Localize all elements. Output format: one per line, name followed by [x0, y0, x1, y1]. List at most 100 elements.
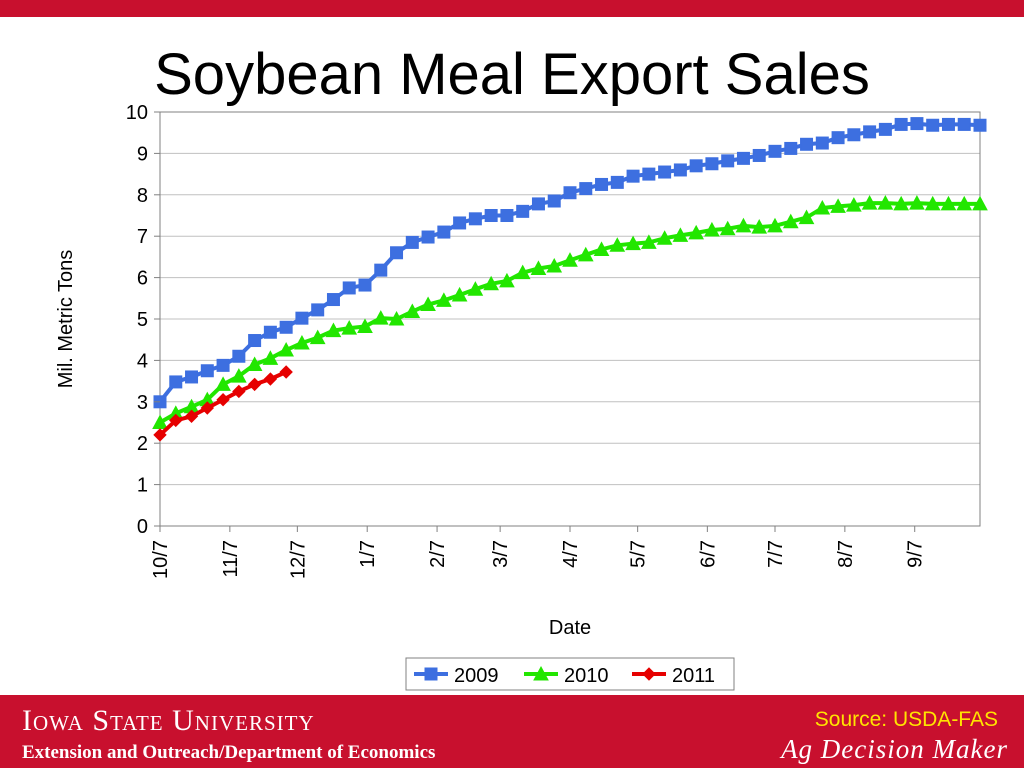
data-point-2010 — [231, 368, 247, 383]
legend-label: 2009 — [454, 665, 499, 687]
data-point-2010 — [388, 310, 405, 326]
data-point-2010 — [262, 350, 279, 365]
data-point-2011 — [200, 401, 215, 415]
data-point-2010 — [909, 195, 925, 210]
data-point-2009 — [531, 197, 545, 211]
data-point-2010 — [704, 221, 720, 237]
data-point-2009 — [563, 186, 577, 200]
data-point-2009 — [484, 209, 498, 222]
data-point-2009 — [831, 131, 845, 145]
y-tick-label: 9 — [137, 143, 148, 165]
data-point-2009 — [248, 334, 262, 348]
data-point-2011 — [169, 413, 183, 428]
y-tick-label: 4 — [137, 350, 148, 372]
data-point-2009 — [626, 169, 640, 183]
data-point-2009 — [547, 194, 561, 208]
data-point-2010 — [341, 320, 358, 335]
data-point-2009 — [311, 303, 325, 317]
legend-item-2009: 2009 — [414, 665, 499, 687]
data-point-2010 — [436, 292, 452, 307]
data-point-2010 — [641, 234, 657, 249]
data-point-2009 — [216, 358, 230, 372]
legend-swatch-marker — [424, 667, 438, 681]
data-point-2011 — [247, 377, 262, 392]
data-point-2009 — [295, 311, 309, 325]
data-point-2010 — [672, 227, 689, 242]
data-point-2010 — [325, 322, 342, 338]
data-point-2009 — [910, 117, 924, 131]
data-point-2009 — [658, 165, 672, 179]
data-point-2010 — [562, 252, 578, 267]
data-point-2010 — [483, 275, 499, 291]
data-point-2010 — [735, 217, 752, 233]
y-tick-label: 2 — [137, 433, 148, 455]
data-point-2010 — [767, 217, 783, 233]
x-tick-label: 8/7 — [835, 540, 857, 568]
data-point-2010 — [246, 356, 263, 372]
x-tick-label: 12/7 — [287, 540, 309, 579]
data-point-2010 — [924, 195, 941, 211]
data-point-2010 — [798, 209, 815, 225]
data-point-2011 — [184, 409, 199, 423]
y-tick-label: 5 — [137, 309, 148, 331]
data-point-2009 — [721, 154, 735, 168]
data-point-2009 — [847, 128, 861, 142]
university-logo-text: Iowa State University — [22, 704, 315, 737]
data-point-2009 — [358, 278, 372, 292]
data-point-2010 — [719, 220, 736, 236]
legend-swatch-marker — [533, 665, 549, 681]
data-point-2010 — [688, 224, 704, 240]
data-point-2010 — [830, 198, 846, 213]
data-point-2010 — [956, 195, 973, 211]
data-point-2009 — [957, 117, 971, 131]
data-point-2009 — [815, 136, 829, 150]
legend-item-2011: 2011 — [632, 665, 715, 687]
data-point-2010 — [846, 197, 862, 212]
x-tick-label: 2/7 — [427, 540, 449, 568]
data-point-2010 — [499, 272, 515, 288]
data-point-2010 — [609, 237, 626, 252]
data-point-2009 — [736, 151, 750, 165]
x-tick-label: 6/7 — [697, 540, 719, 568]
data-point-2010 — [294, 334, 310, 350]
data-point-2011 — [279, 365, 293, 379]
data-point-2009 — [894, 117, 908, 131]
chart-legend: 2009 2010 2011 — [405, 657, 735, 691]
department-text: Extension and Outreach/Department of Eco… — [22, 742, 436, 763]
data-point-2009 — [263, 325, 277, 339]
data-point-2009 — [232, 349, 246, 363]
y-tick-label: 3 — [137, 392, 148, 414]
data-point-2009 — [200, 364, 214, 378]
series-2011 — [153, 365, 293, 442]
x-tick-label: 9/7 — [905, 540, 927, 568]
data-point-2010 — [357, 318, 373, 333]
data-point-2010 — [593, 241, 610, 256]
data-point-2009 — [405, 235, 419, 249]
data-point-2010 — [782, 213, 799, 229]
data-point-2009 — [878, 122, 892, 136]
data-point-2009 — [941, 117, 955, 131]
x-tick-label: 1/7 — [357, 540, 379, 568]
legend-label: 2010 — [564, 665, 609, 687]
y-tick-label: 10 — [126, 102, 148, 124]
data-point-2009 — [453, 216, 467, 230]
footer-bar — [0, 695, 1024, 768]
data-point-2009 — [326, 293, 340, 307]
data-point-2009 — [642, 167, 656, 181]
data-point-2010 — [814, 199, 831, 215]
data-point-2009 — [768, 144, 782, 158]
data-point-2010 — [861, 195, 878, 210]
data-point-2009 — [579, 182, 593, 196]
data-point-2010 — [278, 341, 294, 357]
data-point-2010 — [893, 195, 909, 211]
data-point-2010 — [372, 310, 389, 325]
y-axis-label: Mil. Metric Tons — [55, 250, 77, 389]
data-point-2009 — [689, 159, 703, 173]
data-point-2011 — [153, 428, 167, 442]
slide-title: Soybean Meal Export Sales — [154, 42, 870, 107]
source-credit: Source: USDA-FAS — [814, 708, 998, 731]
data-point-2010 — [530, 260, 547, 275]
export-sales-chart: 0 1 2 3 4 5 6 7 8 9 10 10/7 11/7 12/7 1/7 2/7 3/7 4/7 5/7 6… — [55, 102, 988, 691]
data-point-2010 — [546, 257, 563, 273]
data-point-2011 — [232, 384, 246, 399]
